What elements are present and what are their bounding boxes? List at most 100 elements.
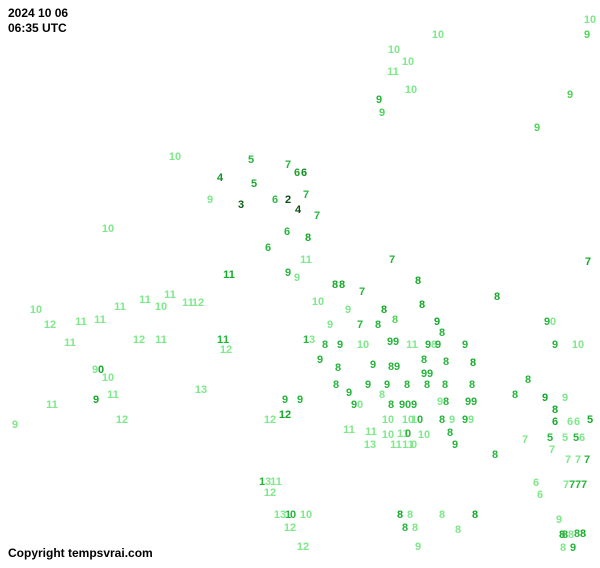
- data-point: 7: [357, 319, 363, 331]
- data-point: 8: [381, 304, 387, 316]
- data-point: 8: [375, 319, 381, 331]
- data-point: 13: [195, 384, 207, 396]
- data-point: 11: [64, 337, 76, 349]
- data-point: 12: [279, 409, 291, 421]
- data-point: 9: [415, 541, 421, 553]
- data-point: 7: [565, 454, 571, 466]
- data-point: 9: [567, 89, 573, 101]
- data-point: 5: [251, 178, 257, 190]
- data-point: 0: [417, 414, 423, 426]
- data-point: 7: [389, 254, 395, 266]
- data-point: 9: [346, 387, 352, 399]
- data-point: 12: [116, 414, 128, 426]
- data-point: 9: [394, 361, 400, 373]
- data-point: 6: [533, 477, 539, 489]
- data-point: 8: [397, 509, 403, 521]
- data-point: 9: [297, 394, 303, 406]
- data-point: 7: [581, 479, 587, 491]
- data-point: 11: [155, 334, 167, 346]
- data-point: 8: [525, 374, 531, 386]
- data-point: 10: [572, 339, 584, 351]
- data-point: 12: [220, 344, 232, 356]
- data-point: 8: [339, 279, 345, 291]
- data-point: 10: [169, 151, 181, 163]
- data-point: 8: [415, 275, 421, 287]
- data-point: 9: [379, 107, 385, 119]
- data-point: 8: [469, 379, 475, 391]
- data-point: 3: [238, 199, 244, 211]
- data-point: 9: [570, 542, 576, 554]
- data-point: 11: [365, 426, 377, 438]
- data-point: 9: [365, 379, 371, 391]
- data-point: 11: [164, 289, 176, 301]
- data-point: 8: [439, 327, 445, 339]
- data-point: 11: [139, 294, 151, 306]
- data-point: 10: [312, 296, 324, 308]
- data-point: 7: [285, 159, 291, 171]
- data-point: 8: [335, 362, 341, 374]
- data-point: 8: [322, 339, 328, 351]
- data-point: 9: [376, 94, 382, 106]
- data-point: 9: [471, 396, 477, 408]
- data-point: 13: [364, 439, 376, 451]
- data-point: 8: [494, 291, 500, 303]
- data-point: 6: [272, 194, 278, 206]
- data-point: 8: [439, 414, 445, 426]
- data-point: 12: [192, 297, 204, 309]
- data-point: 9: [552, 339, 558, 351]
- data-point: 8: [472, 509, 478, 521]
- data-point: 7: [314, 210, 320, 222]
- data-point: 8: [424, 379, 430, 391]
- data-point: 9: [370, 359, 376, 371]
- data-point: 8: [560, 542, 566, 554]
- data-point: 6: [579, 432, 585, 444]
- date-line: 2024 10 06: [8, 6, 68, 20]
- data-point: 11: [94, 314, 106, 326]
- data-point: 11: [343, 424, 355, 436]
- data-point: 9: [411, 399, 417, 411]
- data-point: 12: [284, 522, 296, 534]
- data-point: 9: [562, 392, 568, 404]
- time-line: 06:35 UTC: [8, 21, 67, 35]
- data-point: 9: [345, 304, 351, 316]
- data-point: 7: [303, 189, 309, 201]
- plot-canvas: 2024 10 06 06:35 UTC 1010910101191099910…: [0, 0, 600, 568]
- data-point: 11: [406, 339, 418, 351]
- data-point: 2: [285, 194, 291, 206]
- data-point: 7: [585, 256, 591, 268]
- data-point: 12: [133, 334, 145, 346]
- data-point: 10: [102, 223, 114, 235]
- data-point: 10: [418, 429, 430, 441]
- data-point: 8: [419, 299, 425, 311]
- data-point: 10: [584, 14, 596, 26]
- data-point: 9: [207, 194, 213, 206]
- data-point: 9: [534, 122, 540, 134]
- data-point: 10: [102, 372, 114, 384]
- data-point: 8: [412, 522, 418, 534]
- data-point: 0: [357, 399, 363, 411]
- data-point: 9: [12, 419, 18, 431]
- data-point: 12: [44, 319, 56, 331]
- data-point: 8: [470, 357, 476, 369]
- data-point: 9: [468, 414, 474, 426]
- data-point: 8: [443, 396, 449, 408]
- data-point: 11: [387, 66, 399, 78]
- data-point: 4: [217, 172, 223, 184]
- data-point: 11: [114, 301, 126, 313]
- data-point: 10: [405, 84, 417, 96]
- data-point: 6: [567, 416, 573, 428]
- data-point: 9: [294, 272, 300, 284]
- data-point: 10: [300, 509, 312, 521]
- data-point: 8: [388, 399, 394, 411]
- data-point: 9: [285, 267, 291, 279]
- data-point: 9: [584, 29, 590, 41]
- data-point: 9: [327, 319, 333, 331]
- data-point: 3: [309, 334, 315, 346]
- data-point: 8: [333, 379, 339, 391]
- data-point: 10: [357, 339, 369, 351]
- data-point: 6: [284, 226, 290, 238]
- data-point: 9: [282, 394, 288, 406]
- data-point: 0: [290, 509, 296, 521]
- data-point: 7: [549, 444, 555, 456]
- data-point: 5: [587, 414, 593, 426]
